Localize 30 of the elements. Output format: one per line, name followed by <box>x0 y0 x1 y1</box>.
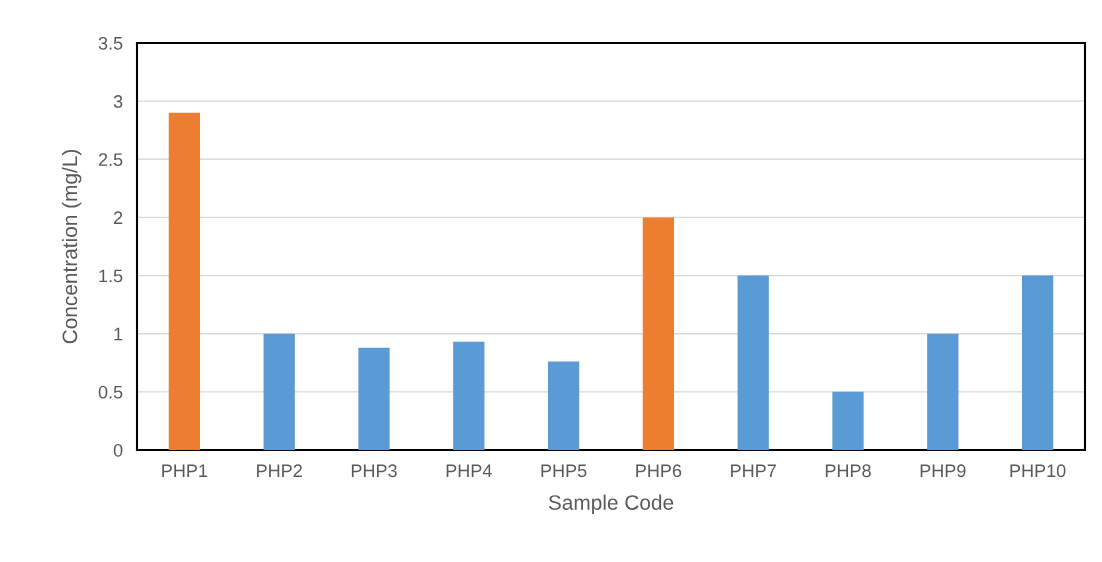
y-tick-label: 0 <box>113 443 123 457</box>
x-tick-label: PHP5 <box>541 464 587 478</box>
bar <box>547 361 580 450</box>
y-tick-label: 3 <box>113 95 123 108</box>
x-tick-label: PHP2 <box>257 464 302 477</box>
x-tick-label: PHP10 <box>1010 464 1066 478</box>
x-tick-label: PHP6 <box>636 464 682 478</box>
x-tick-label: PHP7 <box>731 464 776 477</box>
y-tick-label: 1.5 <box>99 269 123 283</box>
bar <box>737 275 769 450</box>
y-tick-label: 2 <box>113 211 123 224</box>
y-axis-title: Concentration (mg/L) <box>61 149 82 344</box>
x-tick-label: PHP1 <box>162 464 208 477</box>
x-tick-label: PHP8 <box>825 464 871 478</box>
y-tick-label: 3.5 <box>98 36 123 50</box>
bar <box>1021 275 1054 450</box>
bar <box>263 333 295 450</box>
y-tick-label: 1 <box>114 327 123 341</box>
y-tick-label: 2.5 <box>98 153 123 167</box>
bar <box>358 347 390 450</box>
bar <box>642 217 675 450</box>
x-tick-label: PHP4 <box>446 464 492 477</box>
x-axis-title: Sample Code <box>548 494 674 515</box>
bar <box>927 333 959 450</box>
y-tick-label: 0.5 <box>98 385 123 399</box>
bar <box>453 341 485 450</box>
bar <box>832 391 864 450</box>
x-tick-label: PHP3 <box>351 464 397 478</box>
bar <box>168 112 201 450</box>
x-tick-label: PHP9 <box>920 464 966 478</box>
